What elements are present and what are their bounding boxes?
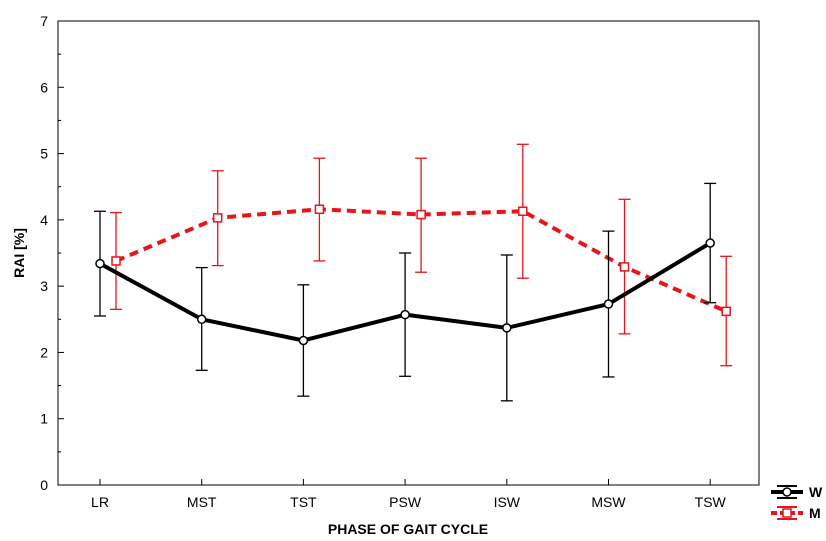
- data-point: [619, 262, 630, 272]
- data-point: [416, 209, 426, 220]
- data-point: [95, 258, 105, 269]
- y-tick-label: 2: [40, 344, 48, 360]
- legend-marker-m: [782, 508, 792, 518]
- legend-label-w: W: [809, 484, 823, 500]
- x-tick-label: LR: [91, 494, 109, 510]
- y-tick-label: 5: [40, 146, 48, 162]
- legend-marker-w: [782, 487, 792, 497]
- data-point: [400, 309, 410, 320]
- x-tick-label: PSW: [389, 494, 422, 510]
- data-point: [212, 213, 223, 223]
- legend: W M: [771, 484, 823, 521]
- data-point: [196, 314, 207, 325]
- data-point: [111, 256, 121, 266]
- data-point: [705, 238, 715, 248]
- legend-item-w: W: [771, 484, 823, 500]
- data-point: [502, 323, 512, 333]
- y-tick-label: 7: [40, 13, 48, 29]
- y-tick-label: 3: [40, 278, 48, 294]
- y-tick-label: 1: [40, 411, 48, 427]
- x-tick-label: MST: [187, 494, 217, 510]
- series-layer: [94, 143, 733, 402]
- x-axis-title: PHASE OF GAIT CYCLE: [328, 521, 488, 537]
- x-tick-label: ISW: [494, 494, 521, 510]
- y-tick-label: 4: [40, 212, 48, 228]
- x-tick-label: TSW: [695, 494, 727, 510]
- legend-label-m: M: [809, 505, 821, 521]
- series-m: [110, 143, 733, 367]
- data-point: [314, 204, 325, 215]
- data-point: [721, 306, 731, 317]
- x-axis: LR MST TST PSW ISW MSW TSW: [91, 479, 727, 510]
- data-point: [603, 299, 614, 309]
- series-w: [94, 182, 717, 402]
- y-tick-label: 6: [40, 79, 48, 95]
- data-point: [298, 335, 309, 346]
- y-axis: 0 1 2 3 4 5 6 7: [40, 13, 64, 493]
- y-tick-label: 0: [40, 477, 48, 493]
- x-tick-label: MSW: [591, 494, 626, 510]
- x-tick-label: TST: [290, 494, 317, 510]
- legend-item-m: M: [771, 505, 821, 521]
- y-axis-title: RAI [%]: [11, 228, 27, 278]
- data-point: [518, 206, 528, 216]
